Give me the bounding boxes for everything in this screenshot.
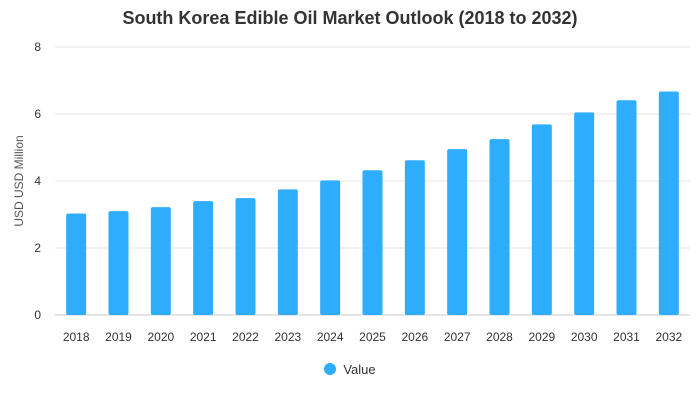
bar bbox=[616, 100, 637, 315]
bar bbox=[574, 112, 595, 315]
bar bbox=[362, 170, 383, 315]
x-tick-label: 2023 bbox=[274, 330, 301, 344]
bar bbox=[193, 201, 214, 315]
bar bbox=[658, 91, 679, 316]
x-tick-label: 2027 bbox=[444, 330, 471, 344]
y-tick-label: 2 bbox=[34, 241, 41, 255]
bar bbox=[489, 139, 510, 315]
x-tick-label: 2024 bbox=[317, 330, 344, 344]
y-tick-label: 4 bbox=[34, 174, 41, 188]
bar bbox=[404, 160, 425, 315]
legend-label: Value bbox=[343, 362, 376, 377]
x-tick-label: 2019 bbox=[105, 330, 132, 344]
x-tick-label: 2026 bbox=[401, 330, 428, 344]
y-axis: 0 2 4 6 8 bbox=[34, 40, 41, 322]
x-tick-label: 2022 bbox=[232, 330, 259, 344]
y-axis-label: USD USD Million bbox=[12, 135, 26, 226]
bar bbox=[66, 213, 87, 315]
y-tick-label: 0 bbox=[34, 308, 41, 322]
bar bbox=[320, 180, 341, 315]
bar bbox=[108, 211, 129, 315]
x-tick-label: 2021 bbox=[190, 330, 217, 344]
chart-title: South Korea Edible Oil Market Outlook (2… bbox=[122, 8, 578, 28]
y-tick-label: 6 bbox=[34, 107, 41, 121]
bar bbox=[235, 198, 256, 315]
x-tick-label: 2032 bbox=[655, 330, 682, 344]
bar bbox=[277, 189, 298, 315]
y-tick-label: 8 bbox=[34, 40, 41, 54]
bar bbox=[150, 207, 171, 315]
x-tick-label: 2018 bbox=[63, 330, 90, 344]
x-tick-label: 2029 bbox=[528, 330, 555, 344]
x-tick-label: 2030 bbox=[571, 330, 598, 344]
x-tick-label: 2025 bbox=[359, 330, 386, 344]
x-axis: 2018 2019 2020 2021 2022 2023 2024 2025 2026 2027… bbox=[63, 330, 683, 344]
bar bbox=[531, 124, 552, 315]
x-tick-label: 2031 bbox=[613, 330, 640, 344]
legend-swatch bbox=[324, 363, 337, 375]
bars bbox=[66, 91, 679, 316]
bar bbox=[447, 149, 468, 315]
legend[interactable]: Value bbox=[0, 362, 700, 377]
x-tick-label: 2020 bbox=[147, 330, 174, 344]
x-tick-label: 2028 bbox=[486, 330, 513, 344]
